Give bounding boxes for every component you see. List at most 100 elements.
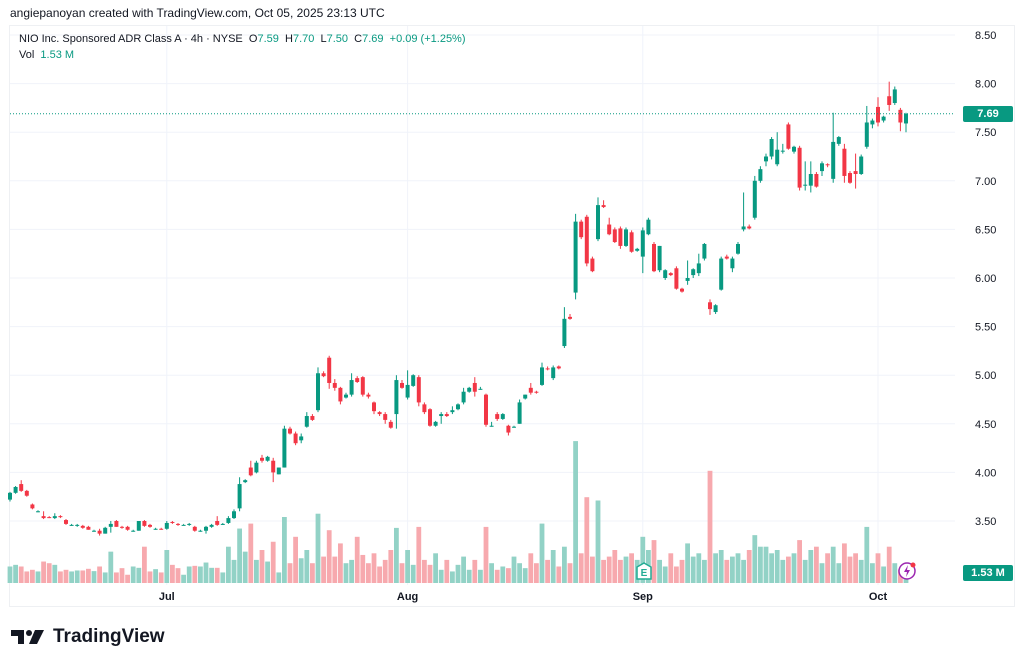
volume-bar <box>870 563 875 583</box>
candle-body <box>372 402 376 412</box>
close-label: C <box>354 33 363 45</box>
candle-body <box>344 394 348 398</box>
volume-bar <box>360 554 366 583</box>
candle-body <box>327 357 332 383</box>
candle-body <box>467 387 472 392</box>
volume-bar <box>522 568 528 583</box>
candle-body <box>176 523 180 525</box>
candle-body <box>450 410 455 413</box>
candle-body <box>265 456 270 461</box>
low-label: L <box>320 33 327 45</box>
candle-body <box>820 163 824 172</box>
candle-body <box>652 243 656 272</box>
candle-body <box>120 526 124 528</box>
volume-bar <box>797 540 802 583</box>
lightning-icon <box>898 562 916 580</box>
volume-bar <box>270 541 276 583</box>
candle-body <box>702 243 707 259</box>
candle-body <box>159 528 164 530</box>
candle-body <box>400 382 404 388</box>
tradingview-logo-text: TradingView <box>53 626 165 647</box>
volume-bar <box>181 574 186 583</box>
volume-bar <box>550 550 556 583</box>
time-tick-label: Oct <box>869 591 888 603</box>
volume-bar <box>63 569 69 583</box>
candle-body <box>64 520 68 524</box>
candle-body <box>534 391 539 393</box>
volume-bar <box>814 546 819 583</box>
volume-bar <box>422 559 427 583</box>
candle-body <box>640 230 645 257</box>
candle-body <box>629 232 634 252</box>
candle-body <box>752 180 757 218</box>
candle-body <box>80 525 85 528</box>
volume-bar <box>819 563 825 583</box>
candle-body <box>36 511 40 513</box>
tradingview-logo[interactable]: TradingView <box>11 626 165 648</box>
volume-bar <box>226 546 231 583</box>
candle-body <box>685 278 690 281</box>
volume-bar <box>405 550 410 583</box>
price-tick-label: 5.00 <box>975 370 996 382</box>
candle-body <box>366 394 371 397</box>
volume-bar <box>500 566 506 583</box>
candle-body <box>624 229 628 246</box>
volume-bar <box>662 566 668 583</box>
volume-bar <box>707 470 713 583</box>
chart-legend: NIO Inc. Sponsored ADR Class A · 4h · NY… <box>19 33 466 61</box>
volume-bar <box>74 570 80 583</box>
volume-bar <box>326 530 332 583</box>
volume-bar <box>623 556 629 583</box>
candle-body <box>517 402 522 424</box>
volume-bar <box>881 566 886 583</box>
volume-bar <box>791 553 797 583</box>
candle-body <box>288 428 292 434</box>
candle-body <box>97 530 102 534</box>
candle-body <box>568 316 572 319</box>
volume-bar <box>696 553 702 583</box>
candle-body <box>758 169 763 181</box>
dividend-lightning-marker[interactable] <box>897 560 919 587</box>
time-tick-label: Sep <box>633 591 653 603</box>
volume-bar <box>584 497 590 583</box>
volume-bar <box>382 559 388 583</box>
volume-bar <box>298 558 304 583</box>
close-value: 7.69 <box>362 33 384 45</box>
candle-body <box>131 530 136 532</box>
symbol-title[interactable]: NIO Inc. Sponsored ADR Class A · 4h · NY… <box>19 33 243 45</box>
volume-bar <box>125 574 130 583</box>
volume-bar <box>517 563 522 583</box>
candle-body <box>730 258 735 269</box>
candle-body <box>114 521 119 527</box>
candle-body <box>556 366 561 369</box>
candle-body <box>708 302 712 310</box>
volume-bar <box>578 553 584 583</box>
volume-bar <box>718 550 724 583</box>
candle-body <box>540 367 544 385</box>
price-tick-label: 8.50 <box>975 30 996 42</box>
candle-body <box>848 173 852 183</box>
candle-body <box>148 524 152 527</box>
volume-bar <box>511 556 517 583</box>
candle-body <box>719 258 724 290</box>
volume-bar <box>892 563 898 583</box>
candle-body <box>338 387 343 402</box>
volume-bar <box>248 523 254 583</box>
candle-body <box>428 409 432 426</box>
volume-bar <box>343 563 349 583</box>
volume-bar <box>102 572 108 583</box>
volume-bar <box>231 559 237 583</box>
earnings-marker[interactable]: E <box>636 562 652 585</box>
candle-body <box>153 528 158 530</box>
volume-bar <box>46 563 52 583</box>
volume-bar <box>114 572 119 583</box>
candle-body <box>495 414 500 419</box>
volume-bar <box>774 550 780 583</box>
volume-bar <box>489 563 494 583</box>
candle-body <box>674 268 679 289</box>
volume-bar <box>741 559 746 583</box>
volume-bar <box>287 563 293 583</box>
price-tick-label: 4.00 <box>975 467 996 479</box>
candle-body <box>422 404 427 413</box>
